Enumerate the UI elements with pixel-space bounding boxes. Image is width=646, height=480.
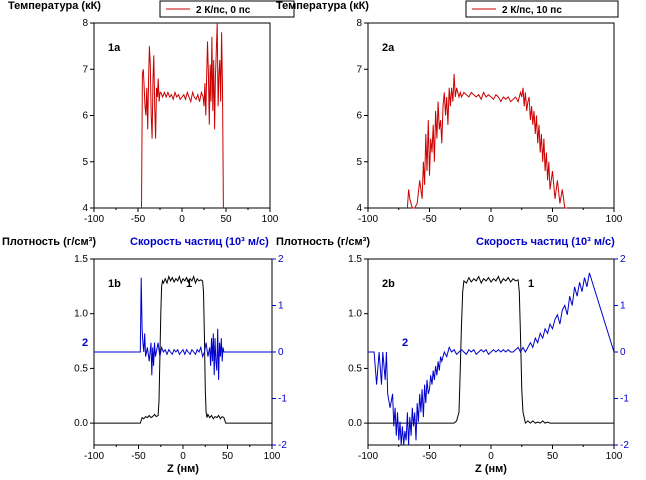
panel-2b-xtick-label: 100 — [606, 451, 623, 462]
panel-1a-ytick-label: 5 — [82, 157, 88, 168]
panel-2b-ylabel: Плотность (г/см³) — [276, 236, 370, 248]
panel-2a-frame — [367, 22, 615, 209]
panel-2a-xtick-label: -100 — [358, 214, 378, 225]
panel-2a-xtick-label: -50 — [422, 214, 437, 225]
panel-1b-y2tick-label: -1 — [278, 394, 287, 405]
panel-1a-xtick-label: 100 — [262, 214, 279, 225]
panel-1a-ytick-label: 4 — [82, 203, 88, 214]
panel-1b-ytick-label: 1.0 — [74, 309, 88, 320]
panel-1b-label: 1b — [108, 278, 121, 290]
panel-2b-y2label: Скорость частиц (10³ м/с) — [476, 236, 615, 248]
panel-2a-ytick-label: 8 — [356, 18, 362, 29]
panel-2b-xtick-label: 0 — [488, 451, 494, 462]
panel-2a-ytick-label: 4 — [356, 203, 362, 214]
panel-1b-xtick-label: 100 — [264, 451, 281, 462]
panel-2b-y2tick-label: 1 — [620, 301, 626, 312]
panel-2b-label: 2b — [382, 278, 395, 290]
panel-1a-xtick-label: 0 — [179, 214, 185, 225]
panel-1b-xlabel: Z (нм) — [167, 463, 199, 475]
panel-2a-legend-label: 2 К/пс, 10 пс — [502, 5, 562, 16]
panel-2b-curve-1-label: 1 — [528, 278, 534, 290]
panel-1b-xtick-label: 50 — [222, 451, 234, 462]
panel-1b-y2label: Скорость частиц (10³ м/с) — [130, 236, 269, 248]
panel-2b-series-2-line — [368, 272, 615, 446]
panel-2a-legend-box — [465, 0, 619, 18]
panel-2b-y2tick-label: 2 — [620, 254, 626, 265]
panel-2b-curve-2-label: 2 — [402, 337, 408, 349]
panel-1a-label: 1a — [108, 42, 121, 54]
panel-1a-series-1-line — [141, 22, 224, 209]
panel-2a-ytick-label: 6 — [356, 111, 362, 122]
panel-1b-ytick-label: 1.5 — [74, 254, 88, 265]
panel-1a-frame — [93, 22, 271, 209]
panel-1b-y2tick-label: 0 — [278, 347, 284, 358]
panel-2a-group — [364, 0, 619, 212]
panel-2a-series-1-line — [406, 73, 568, 209]
panel-2a-xtick-label: 100 — [606, 214, 623, 225]
panel-2a-xtick-label: 0 — [488, 214, 494, 225]
panel-2b-xtick-label: 50 — [547, 451, 559, 462]
panel-2a-ytick-label: 7 — [356, 64, 362, 75]
panel-2b-series-1-line — [368, 275, 614, 425]
panel-2a-label: 2a — [382, 42, 395, 54]
panel-1b-series-1-line — [94, 274, 272, 424]
panel-2b-y2tick-label: -1 — [620, 394, 629, 405]
panel-2b-y2tick-label: -2 — [620, 440, 629, 451]
panel-1a-ytick-label: 7 — [82, 64, 88, 75]
panel-2a-ylabel: Температура (кК) — [276, 0, 369, 12]
panel-1a-xtick-label: -50 — [131, 214, 146, 225]
panel-2b-xlabel: Z (нм) — [475, 463, 507, 475]
panel-1b-curve-1-label: 1 — [186, 278, 192, 290]
panel-1b-series-2-line — [94, 277, 272, 380]
panel-1a-legend-label: 2 К/пс, 0 пс — [196, 5, 251, 16]
panel-1a-ytick-label: 6 — [82, 111, 88, 122]
panel-1b-group — [90, 258, 276, 449]
panel-2b-ytick-label: 0.5 — [348, 363, 362, 374]
panel-2b-group — [364, 258, 618, 449]
panel-1a-group — [90, 0, 295, 212]
panel-1b-xtick-label: -100 — [84, 451, 104, 462]
panel-1a-legend-box — [159, 0, 295, 18]
panel-1b-y2tick-label: 1 — [278, 301, 284, 312]
panel-1b-ytick-label: 0.0 — [74, 418, 88, 429]
panel-2a-xtick-label: 50 — [547, 214, 559, 225]
panel-2b-xtick-label: -100 — [358, 451, 378, 462]
panel-2b-y2tick-label: 0 — [620, 347, 626, 358]
panel-1b-ytick-label: 0.5 — [74, 363, 88, 374]
panel-2b-ytick-label: 0.0 — [348, 418, 362, 429]
panel-1b-ylabel: Плотность (г/см³) — [2, 236, 96, 248]
panel-1b-xtick-label: 0 — [180, 451, 186, 462]
panel-1a-ytick-label: 8 — [82, 18, 88, 29]
panel-1b-y2tick-label: 2 — [278, 254, 284, 265]
panel-2b-ytick-label: 1.0 — [348, 309, 362, 320]
panel-2b-xtick-label: -50 — [422, 451, 437, 462]
panel-2b-ytick-label: 1.5 — [348, 254, 362, 265]
panel-1a-xtick-label: 50 — [220, 214, 232, 225]
panel-1b-xtick-label: -50 — [131, 451, 146, 462]
panel-1b-y2tick-label: -2 — [278, 440, 287, 451]
panel-1a-xtick-label: -100 — [84, 214, 104, 225]
panel-2a-ytick-label: 5 — [356, 157, 362, 168]
panel-1a-ylabel: Температура (кК) — [8, 0, 101, 12]
panel-1b-curve-2-label: 2 — [82, 337, 88, 349]
